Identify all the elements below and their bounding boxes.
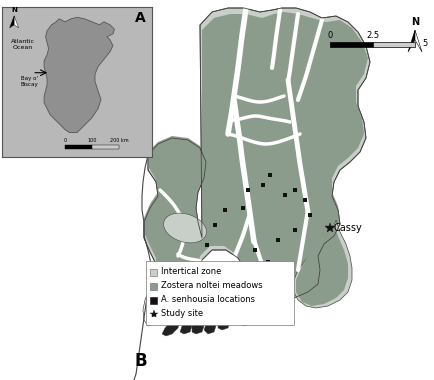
Polygon shape <box>44 17 115 133</box>
Bar <box>150 269 157 276</box>
Text: N: N <box>411 17 419 27</box>
Text: A. senhousia locations: A. senhousia locations <box>161 296 255 304</box>
Text: Study site: Study site <box>161 309 203 318</box>
Text: 0: 0 <box>63 138 67 143</box>
Polygon shape <box>180 318 192 334</box>
Text: Cassy: Cassy <box>334 223 363 233</box>
Polygon shape <box>240 308 252 326</box>
Bar <box>150 296 157 304</box>
Polygon shape <box>14 16 19 28</box>
Text: Zostera noltei meadows: Zostera noltei meadows <box>161 282 263 290</box>
Polygon shape <box>408 30 415 52</box>
Polygon shape <box>415 30 422 52</box>
Text: 0: 0 <box>327 31 332 40</box>
Text: 2.5: 2.5 <box>366 31 379 40</box>
Polygon shape <box>204 318 216 334</box>
Bar <box>146 261 294 325</box>
Bar <box>372 42 415 47</box>
Polygon shape <box>10 16 14 28</box>
Polygon shape <box>192 318 204 334</box>
Polygon shape <box>143 292 158 326</box>
Polygon shape <box>162 316 180 336</box>
Bar <box>330 42 372 47</box>
Bar <box>92 145 119 149</box>
Text: 100: 100 <box>87 138 97 143</box>
Bar <box>150 282 157 290</box>
Polygon shape <box>144 12 368 314</box>
Polygon shape <box>294 220 352 308</box>
Polygon shape <box>164 213 207 243</box>
Text: Bay o'
Biscay: Bay o' Biscay <box>20 76 38 87</box>
Text: A: A <box>135 11 146 25</box>
Text: Intertical zone: Intertical zone <box>161 268 221 277</box>
Bar <box>65 145 92 149</box>
Text: 200 km: 200 km <box>110 138 128 143</box>
Text: B: B <box>135 352 148 370</box>
Polygon shape <box>144 8 370 320</box>
Text: Atlantic
Ocean: Atlantic Ocean <box>11 39 35 50</box>
Text: N: N <box>11 7 17 13</box>
Polygon shape <box>296 224 348 306</box>
Polygon shape <box>218 316 230 330</box>
Text: 5  km: 5 km <box>423 40 434 49</box>
